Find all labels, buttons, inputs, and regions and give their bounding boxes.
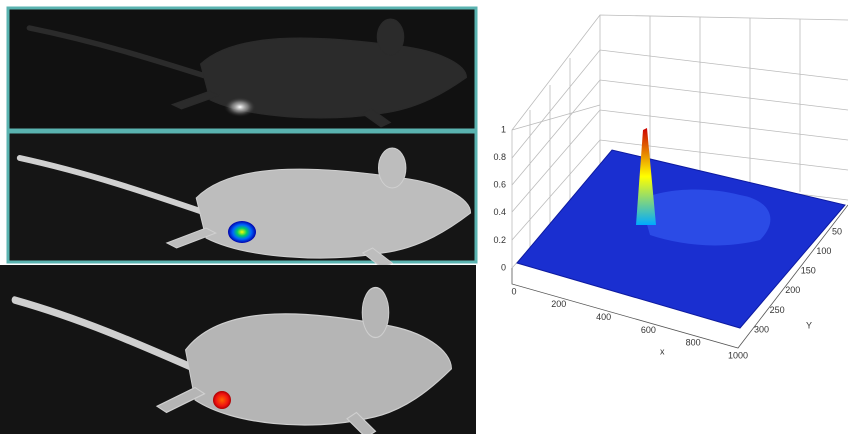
- glow-spot: [224, 97, 256, 117]
- z-tick-label: 0.6: [493, 180, 506, 190]
- x-tick-label: 200: [551, 299, 566, 309]
- z-tick-label: 0: [501, 262, 506, 272]
- heat-spot: [228, 221, 256, 243]
- figure: x Y 0 0.2 0.4 0.6 0.8 1 0 200 400 600 800 1000 50100…: [0, 0, 848, 434]
- z-tick-label: 0.2: [493, 235, 506, 245]
- y-tick-label: 100: [816, 246, 831, 256]
- y-tick-label: 50: [832, 226, 842, 236]
- page: x Y 0 0.2 0.4 0.6 0.8 1 0 200 400 600 800 1000 50100…: [0, 0, 848, 434]
- z-tick-label: 1: [501, 124, 506, 134]
- x-tick-label: 800: [686, 338, 701, 348]
- x-tick-label: 0: [511, 286, 516, 296]
- z-tick-label: 0.8: [493, 152, 506, 162]
- y-axis-label: Y: [806, 320, 812, 330]
- y-tick-label: 200: [785, 285, 800, 295]
- y-tick-label: 150: [801, 266, 816, 276]
- z-tick-label: 0.4: [493, 207, 506, 217]
- x-tick-label: 1000: [728, 350, 748, 360]
- y-tick-label: 300: [754, 324, 769, 334]
- surface-relief: [640, 190, 770, 246]
- y-tick-label: 250: [770, 305, 785, 315]
- x-axis-label: x: [660, 346, 665, 356]
- x-tick-label: 600: [641, 325, 656, 335]
- red-spot: [213, 391, 231, 409]
- x-tick-label: 400: [596, 312, 611, 322]
